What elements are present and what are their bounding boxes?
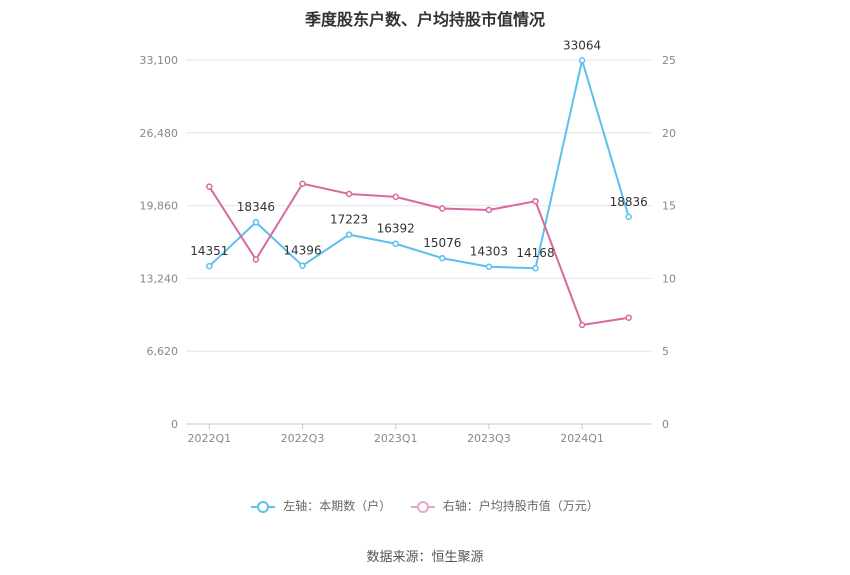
data-label: 14396	[283, 244, 321, 258]
left-tick-label: 33,100	[140, 54, 179, 67]
data-point-right	[485, 206, 493, 214]
legend-swatch-left-icon	[251, 500, 276, 514]
right-tick-label: 0	[662, 418, 669, 431]
data-label: 17223	[330, 213, 368, 227]
data-point-left	[532, 264, 539, 272]
axis-layer: 0 6,620 13,240 19,860 26,480 33,100 0 5 10 15 20 25…	[140, 54, 677, 445]
right-tick-label: 5	[662, 345, 669, 358]
right-tick-label: 10	[662, 272, 676, 285]
legend-label-right-series: 右轴：户均持股市值（万元）	[442, 499, 599, 513]
data-label: 14168	[516, 246, 554, 260]
x-tick-label: 2022Q3	[281, 432, 325, 445]
data-point-left	[252, 218, 260, 226]
source-note: 数据来源：恒生聚源	[366, 550, 484, 565]
data-point-right	[252, 256, 260, 263]
right-tick-label: 15	[662, 200, 676, 213]
data-point-left	[392, 240, 399, 247]
series-line-right	[208, 182, 629, 326]
data-point-right	[299, 180, 306, 188]
data-point-left	[578, 57, 586, 64]
data-label: 18836	[610, 195, 648, 209]
legend-swatch-right-icon	[410, 500, 435, 514]
grid-layer	[186, 59, 652, 352]
data-point-right	[439, 205, 446, 212]
data-point-left	[206, 262, 213, 270]
data-point-right	[345, 190, 353, 198]
left-tick-label: 13,240	[140, 272, 179, 285]
data-label: 14351	[190, 244, 228, 258]
data-point-right	[206, 183, 213, 190]
data-label: 15076	[423, 236, 461, 250]
legend: 左轴：本期数（户） 右轴：户均持股市值（万元）	[0, 497, 850, 514]
data-point-left	[439, 254, 446, 262]
data-point-left	[625, 213, 632, 221]
data-point-left	[485, 263, 493, 270]
legend-item-right-series[interactable]: 右轴：户均持股市值（万元）	[410, 497, 599, 514]
data-label: 33064	[563, 38, 601, 52]
left-tick-label: 0	[171, 418, 178, 431]
data-label: 16392	[377, 222, 415, 236]
chart-title: 季度股东户数、户均持股市值情况	[304, 10, 545, 29]
legend-item-left-series[interactable]: 左轴：本期数（户）	[251, 497, 391, 514]
label-layer: 14351 18346 14396 17223 16392 15076 14303 14168…	[190, 38, 648, 260]
right-tick-label: 20	[662, 127, 676, 140]
left-tick-label: 6,620	[147, 345, 179, 358]
x-tick-label: 2022Q1	[187, 432, 231, 445]
data-point-left	[299, 262, 306, 269]
x-tick-label: 2023Q3	[467, 432, 511, 445]
data-point-left	[345, 231, 353, 238]
x-tick-label: 2024Q1	[560, 432, 604, 445]
legend-label-left-series: 左轴：本期数（户）	[283, 499, 392, 513]
x-tick-label: 2023Q1	[374, 432, 418, 445]
right-tick-label: 25	[662, 54, 676, 67]
left-tick-label: 26,480	[140, 127, 179, 140]
left-tick-label: 19,860	[140, 200, 179, 213]
legend-swatch-circle	[416, 500, 429, 513]
data-point-right	[625, 314, 632, 321]
series-line-left	[208, 59, 630, 270]
series-layer	[206, 57, 632, 329]
data-point-right	[532, 197, 539, 205]
legend-swatch-circle	[257, 500, 270, 513]
data-point-right	[578, 321, 586, 329]
data-point-right	[392, 193, 399, 201]
data-label: 14303	[470, 245, 508, 259]
data-label: 18346	[237, 200, 275, 214]
